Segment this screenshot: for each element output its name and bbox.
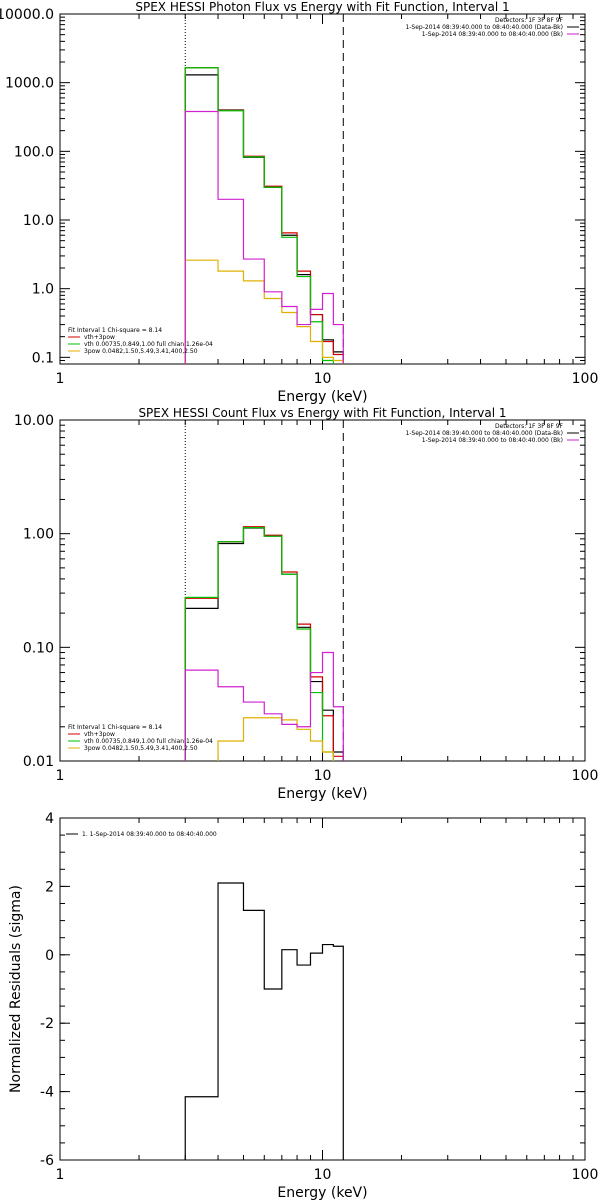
legend-entry: 3pow 0.0482,1.50,5.49,3.41,400,2.50 xyxy=(84,745,198,752)
chart-title: SPEX HESSI Count Flux vs Energy with Fit… xyxy=(138,406,506,420)
legend-entry: Detectors: 1F 3F 8F 9F xyxy=(495,423,564,430)
plot-frame xyxy=(59,13,586,365)
series-line-vth-3pow xyxy=(184,526,344,761)
y-tick-label: 0.10 xyxy=(23,640,54,656)
chart-panel-1: SPEX HESSI Photon Flux vs Energy with Fi… xyxy=(0,0,598,405)
series-line-3pow xyxy=(184,259,344,364)
y-tick-label: 4 xyxy=(45,811,54,827)
legend-entry: vth+3pow xyxy=(84,334,115,341)
y-tick-label: 0 xyxy=(45,948,54,964)
y-tick-label: 10000.0 xyxy=(0,7,54,23)
legend-entry: 1-Sep-2014 08:39:40.000 to 08:40:40.000 … xyxy=(405,430,563,437)
x-tick-label: 100 xyxy=(572,768,599,784)
legend-entry: Detectors: 1F 3F 8F 9F xyxy=(495,17,564,24)
x-tick-label: 100 xyxy=(572,371,599,387)
series-group xyxy=(184,67,344,364)
chart-panel-3: 1 10 100 -6 -4 -2 0 2 4 Energy (keV) Normalized Re… xyxy=(8,811,598,1200)
x-axis-label: Energy (keV) xyxy=(277,786,367,802)
series-line-data-bk xyxy=(184,527,344,761)
y-tick-label: 1.0 xyxy=(32,282,54,298)
legend-entry: Fit Interval 1 Chi-square = 8.14 xyxy=(68,724,162,731)
legend-entry: 1. 1-Sep-2014 08:39:40.000 to 08:40:40.0… xyxy=(82,831,217,838)
plot-frame xyxy=(59,817,586,1161)
series-group xyxy=(184,882,344,1160)
legend-entry: Fit Interval 1 Chi-square = 8.14 xyxy=(68,327,162,334)
legend-entry: vth+3pow xyxy=(84,731,115,738)
y-tick-label: 100.0 xyxy=(14,144,54,160)
series-line-vth xyxy=(184,67,334,364)
legend-entry: 1-Sep-2014 08:39:40.000 to 08:40:40.000 … xyxy=(422,437,563,444)
x-tick-label: 10 xyxy=(314,371,332,387)
x-axis-label: Energy (keV) xyxy=(277,389,367,405)
series-line-vth xyxy=(184,527,334,761)
x-tick-label: 10 xyxy=(314,1167,332,1183)
series-line-data-bk xyxy=(184,74,344,364)
y-tick-label: 0.01 xyxy=(23,754,54,770)
legend-entry: 1-Sep-2014 08:39:40.000 to 08:40:40.000 … xyxy=(405,24,563,31)
series-line-vth-3pow xyxy=(184,67,344,364)
y-tick-label: 10.00 xyxy=(14,413,54,429)
y-tick-label: 1.00 xyxy=(23,527,54,543)
x-tick-label: 100 xyxy=(572,1167,599,1183)
y-tick-label: 2 xyxy=(45,879,54,895)
series-line-1 xyxy=(184,882,344,1160)
chart-panel-2: SPEX HESSI Count Flux vs Energy with Fit… xyxy=(14,406,598,802)
y-tick-label: 0.1 xyxy=(32,350,54,366)
x-tick-label: 1 xyxy=(56,768,65,784)
legend-entry: 3pow 0.0482,1.50,5.49,3.41,400,2.50 xyxy=(84,348,198,355)
legend-entry: 1-Sep-2014 08:39:40.000 to 08:40:40.000 … xyxy=(422,31,563,38)
y-tick-label: -2 xyxy=(40,1016,54,1032)
y-tick-label: 1000.0 xyxy=(5,76,54,92)
y-axis-label: Normalized Residuals (sigma) xyxy=(8,885,24,1093)
legend-entry: vth 0.00735,0.849,1.00 full chian 1.26e-… xyxy=(84,341,213,348)
series-group xyxy=(184,526,344,761)
x-tick-label: 1 xyxy=(56,371,65,387)
series-line-bk xyxy=(184,651,344,761)
x-tick-label: 10 xyxy=(314,768,332,784)
x-axis-label: Energy (keV) xyxy=(277,1185,367,1200)
y-tick-label: 10.0 xyxy=(23,213,54,229)
series-line-bk xyxy=(184,110,344,364)
chart-title: SPEX HESSI Photon Flux vs Energy with Fi… xyxy=(135,0,509,14)
y-tick-label: -6 xyxy=(40,1153,54,1169)
x-tick-label: 1 xyxy=(56,1167,65,1183)
y-tick-label: -4 xyxy=(40,1085,54,1101)
legend-entry: vth 0.00735,0.849,1.00 full chian 1.26e-… xyxy=(84,738,213,745)
